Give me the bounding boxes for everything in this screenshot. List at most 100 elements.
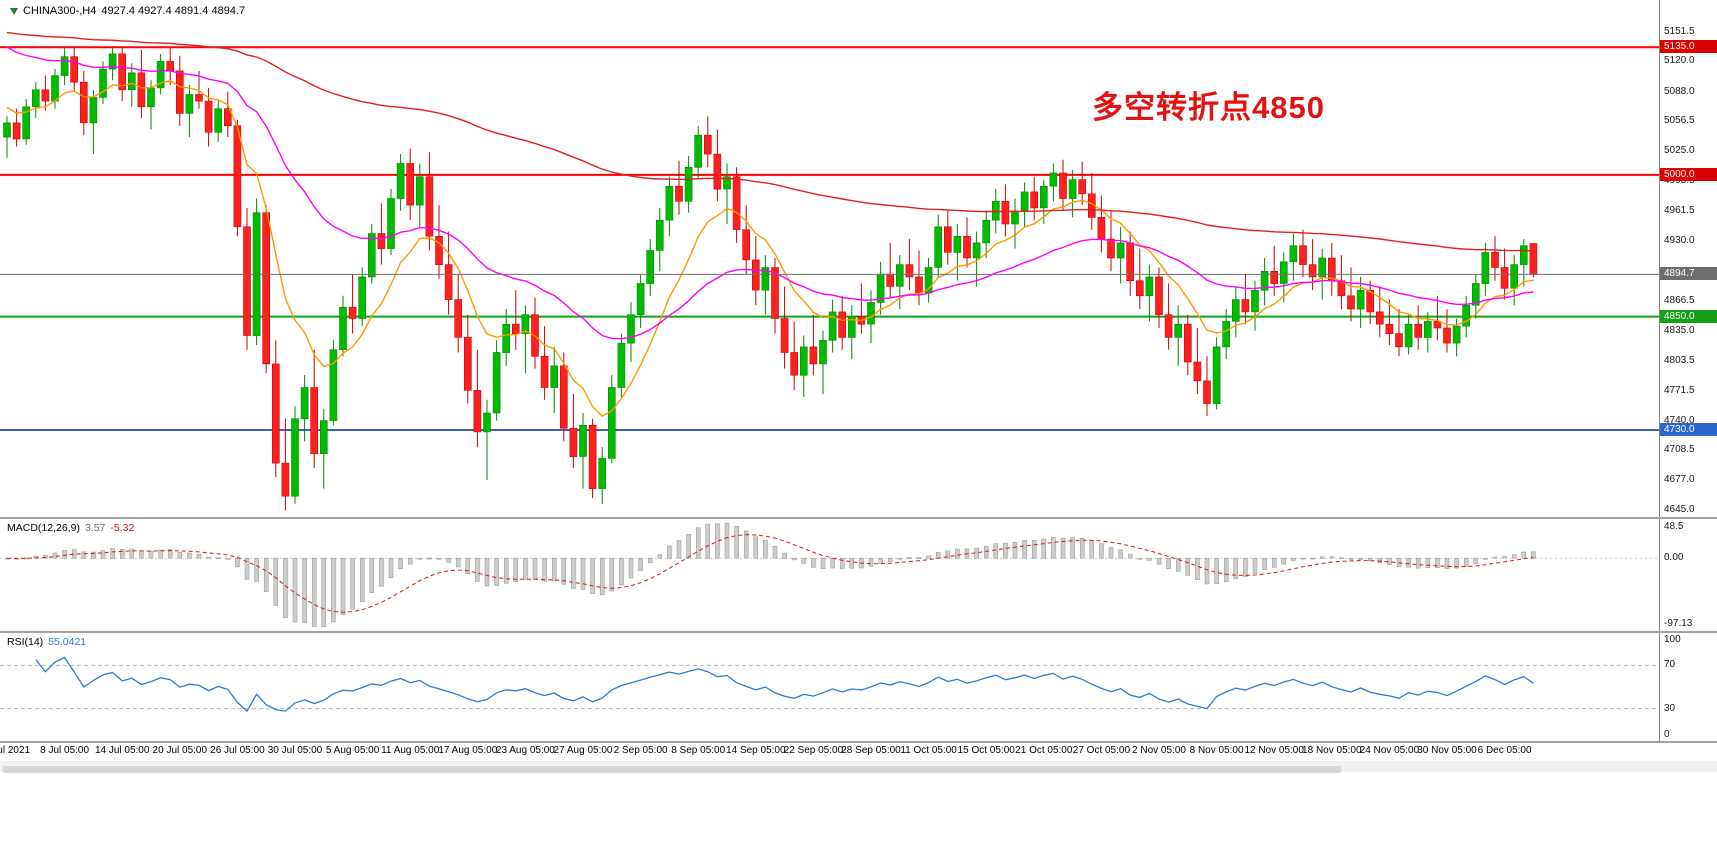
rsi-line [35,656,1534,713]
candle-body [214,108,222,133]
macd-panel-splitter[interactable] [0,517,1717,519]
level-price-badge: 4730.0 [1660,423,1717,437]
rsi-axis[interactable]: 100 70 30 0 [1660,633,1717,741]
macd-histogram-bar [1204,557,1210,585]
macd-histogram-bar [62,550,67,559]
price-axis[interactable]: 5151.55120.05088.05056.55025.04993.54961… [1660,0,1717,517]
price-chart-panel[interactable]: CHINA300-,H4 4927.4 4927.4 4891.4 4894.7… [0,0,1659,517]
price-tick-label: 5120.0 [1664,55,1695,67]
macd-histogram-bar [772,545,778,559]
time-label: 15 Oct 05:00 [957,745,1015,756]
horizontal-scrollbar-thumb[interactable] [2,766,1342,773]
candle-body [1500,267,1509,289]
candle-body [396,163,405,199]
candle-body [339,306,347,351]
candle-body [435,236,443,266]
macd-histogram-bar [1463,557,1469,567]
macd-histogram-bar [1079,537,1085,559]
macd-histogram-bar [446,557,451,563]
macd-histogram-bar [369,557,375,593]
macd-histogram-bar [1147,557,1152,561]
macd-histogram-bar [167,549,173,559]
macd-axis[interactable]: 48.5 0.00 -97.13 [1660,519,1717,631]
candle-body [166,61,174,72]
candle-body [118,53,126,91]
candle-body [41,89,50,102]
macd-histogram-bar [830,557,835,569]
price-tick-label: 4740.0 [1664,414,1695,426]
ma-line-slow [6,31,1534,252]
macd-histogram-bar [1454,557,1459,569]
rsi-canvas[interactable] [0,633,1659,741]
macd-histogram-bar [695,527,701,559]
macd-histogram-bar [1252,557,1258,574]
candle-body [1529,243,1538,275]
macd-histogram-bar [1271,557,1277,568]
candle-body [1443,327,1451,344]
candle-body [463,337,472,391]
macd-canvas[interactable] [0,519,1659,631]
rsi-panel[interactable]: RSI(14) 55.0421 [0,633,1659,741]
candle-body [185,94,194,114]
candle-body [1299,245,1307,265]
macd-histogram-bar [1214,557,1219,584]
time-label: 8 Sep 05:00 [671,745,726,756]
candle-body [713,153,722,190]
candle-body [1328,257,1336,282]
candle-body [761,267,770,291]
macd-histogram-bar [619,557,624,586]
macd-histogram-bar [1473,557,1479,564]
macd-panel[interactable]: MACD(12,26,9) 3.57 -5.32 [0,519,1659,631]
macd-histogram-bar [1175,557,1181,572]
macd-histogram-bar [686,534,691,559]
candle-body [1433,321,1442,329]
candle-body [80,81,88,124]
candle-body [1347,295,1355,310]
candle-body [636,283,645,316]
macd-histogram-bar [273,557,279,606]
macd-histogram-bar [311,557,317,627]
macd-histogram-bar [235,557,240,568]
macd-histogram-bar [878,557,883,564]
candle-body [348,306,357,319]
bottom-scroll-area [0,758,1717,841]
candle-body [790,352,799,376]
candle-body [684,167,693,202]
candle-body [1068,179,1077,199]
macd-axis-label: 0.00 [1664,552,1684,564]
macd-histogram-bar [1367,557,1373,562]
candle-body [1289,245,1298,263]
chart-annotation-text[interactable]: 多空转折点4850 [1092,90,1325,125]
scrollbar-track[interactable] [0,761,1717,773]
macd-histogram-bar [763,539,768,559]
candle-body [675,185,683,202]
macd-histogram-bar [1108,547,1114,559]
time-label: 14 Sep 05:00 [726,745,786,756]
macd-histogram-bar [1415,557,1421,569]
rsi-panel-splitter[interactable] [0,631,1717,633]
macd-histogram-bar [331,557,336,623]
candle-body [454,299,463,338]
candle-body [943,226,952,253]
candle-body [281,462,290,497]
candle-body [1155,276,1163,315]
candle-body [1049,172,1058,187]
candlestick-canvas[interactable] [0,0,1659,517]
macd-histogram-bar [263,557,269,592]
macd-histogram-bar [1339,557,1344,560]
candle-body [233,125,242,228]
macd-histogram-bar [129,548,135,559]
macd-histogram-bar [1483,557,1488,560]
price-tick-label: 4708.5 [1664,444,1695,456]
macd-histogram-bar [657,554,663,559]
candle-body [1174,323,1182,338]
candle-body [300,387,309,420]
candle-body [627,314,635,344]
ma-line-medium [6,46,1534,340]
macd-axis-label: 48.5 [1664,521,1684,532]
time-label: 6 Dec 05:00 [1477,745,1532,756]
candle-body [1040,185,1048,209]
candle-body [271,363,280,464]
rsi-value: 55.0421 [48,636,87,648]
